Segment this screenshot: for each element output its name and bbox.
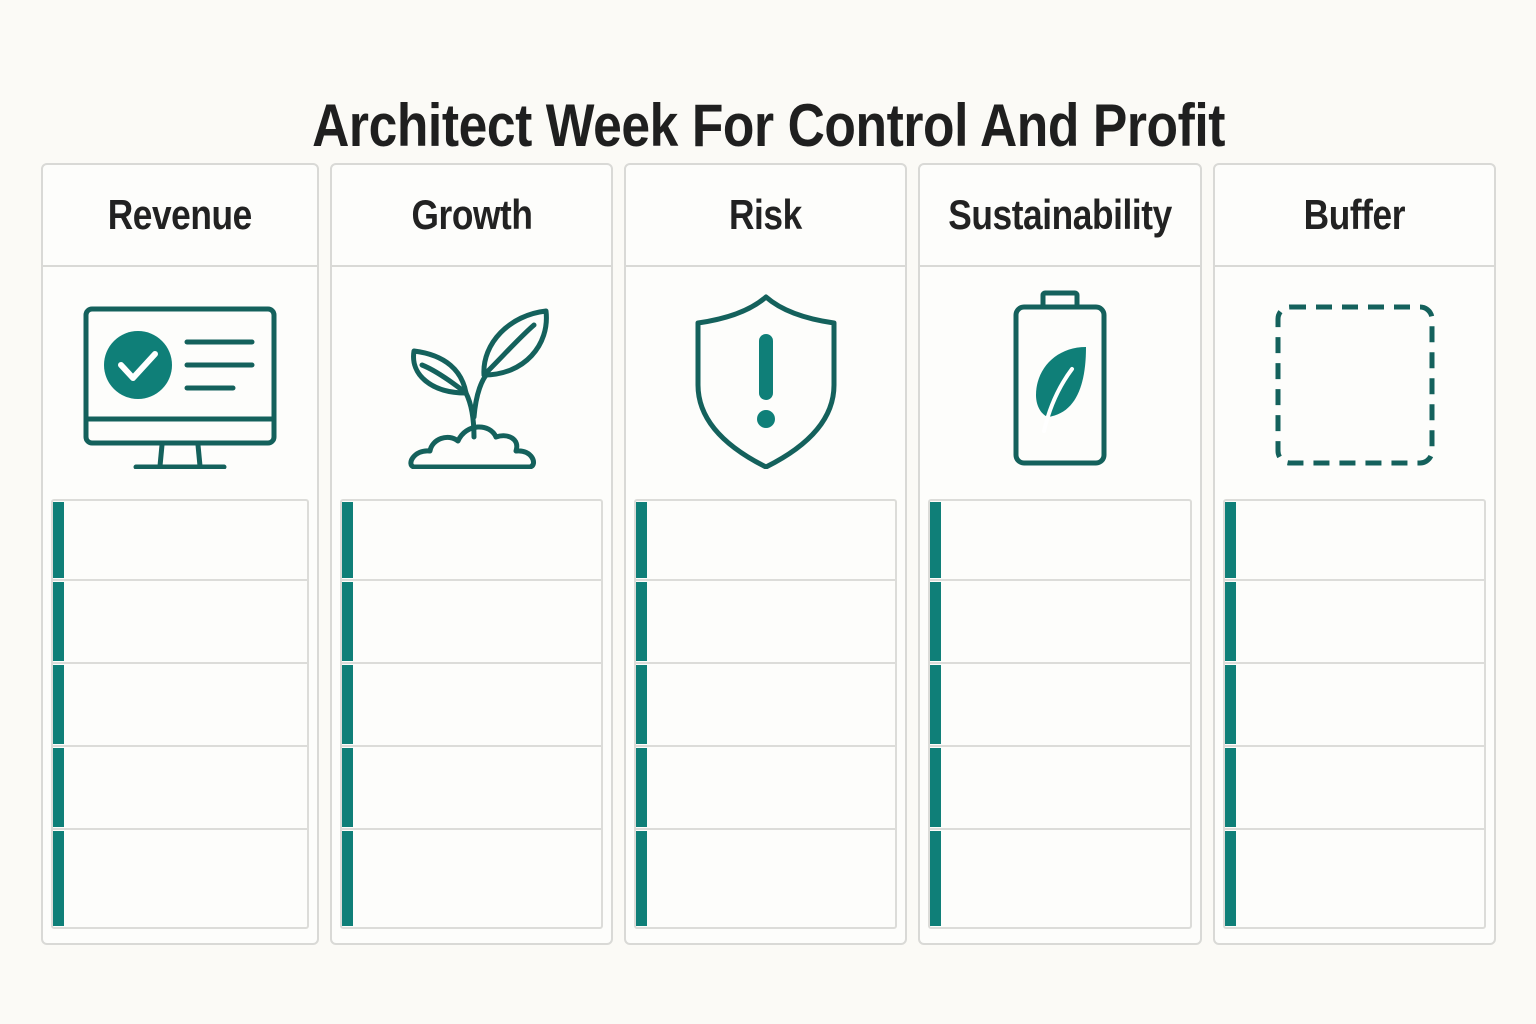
task-slot[interactable]: [1225, 664, 1484, 747]
task-slot[interactable]: [1225, 501, 1484, 581]
column-label: Growth: [411, 191, 532, 238]
shield-alert-icon: [695, 294, 836, 469]
slot-accent-bar: [1225, 665, 1236, 744]
task-slot[interactable]: [930, 581, 1190, 664]
column-buffer: Buffer: [1213, 163, 1496, 945]
task-slot[interactable]: [342, 830, 601, 927]
slot-accent-bar: [1225, 502, 1236, 578]
column-label: Sustainability: [948, 191, 1172, 238]
column-header: Growth: [332, 165, 611, 267]
icon-area: [332, 289, 611, 479]
slot-accent-bar: [636, 748, 647, 827]
column-header: Risk: [626, 165, 905, 267]
slot-accent-bar: [1225, 748, 1236, 827]
slot-accent-bar: [53, 502, 64, 578]
column-label: Buffer: [1303, 191, 1406, 238]
slot-accent-bar: [53, 582, 64, 661]
column-sustainability: Sustainability: [918, 163, 1202, 945]
task-slot[interactable]: [342, 664, 601, 747]
slot-accent-bar: [53, 831, 64, 926]
battery-leaf-icon: [1013, 290, 1107, 466]
slot-accent-bar: [930, 665, 941, 744]
slot-accent-bar: [342, 502, 353, 578]
monitor-checkmark-icon: [83, 306, 277, 469]
page-title: Architect Week For Control And Profit: [312, 92, 1226, 160]
column-header: Sustainability: [920, 165, 1200, 267]
slot-accent-bar: [342, 748, 353, 827]
icon-area: [43, 289, 317, 479]
slot-accent-bar: [636, 665, 647, 744]
task-slot-list: [634, 499, 897, 929]
task-slot[interactable]: [1225, 747, 1484, 830]
icon-area: [920, 289, 1200, 479]
column-risk: Risk: [624, 163, 907, 945]
slot-accent-bar: [53, 748, 64, 827]
task-slot-list: [928, 499, 1192, 929]
task-slot[interactable]: [53, 581, 307, 664]
task-slot[interactable]: [342, 581, 601, 664]
slot-accent-bar: [930, 748, 941, 827]
slot-accent-bar: [1225, 582, 1236, 661]
task-slot[interactable]: [53, 830, 307, 927]
slot-accent-bar: [930, 831, 941, 926]
slot-accent-bar: [930, 502, 941, 578]
task-slot[interactable]: [636, 501, 895, 581]
task-slot-list: [51, 499, 309, 929]
task-slot[interactable]: [930, 830, 1190, 927]
column-header: Buffer: [1215, 165, 1494, 267]
task-slot-list: [1223, 499, 1486, 929]
slot-accent-bar: [636, 831, 647, 926]
task-slot[interactable]: [636, 747, 895, 830]
slot-accent-bar: [1225, 831, 1236, 926]
slot-accent-bar: [342, 582, 353, 661]
slot-accent-bar: [636, 582, 647, 661]
slot-accent-bar: [342, 831, 353, 926]
icon-area: [1215, 289, 1494, 479]
task-slot[interactable]: [1225, 581, 1484, 664]
task-slot[interactable]: [636, 581, 895, 664]
column-revenue: Revenue: [41, 163, 319, 945]
task-slot[interactable]: [930, 501, 1190, 581]
task-slot[interactable]: [53, 747, 307, 830]
task-slot[interactable]: [53, 664, 307, 747]
column-growth: Growth: [330, 163, 613, 945]
task-slot[interactable]: [1225, 830, 1484, 927]
task-slot[interactable]: [636, 664, 895, 747]
task-slot[interactable]: [930, 747, 1190, 830]
column-header: Revenue: [43, 165, 317, 267]
task-slot[interactable]: [636, 830, 895, 927]
task-slot[interactable]: [342, 747, 601, 830]
slot-accent-bar: [53, 665, 64, 744]
slot-accent-bar: [930, 582, 941, 661]
icon-area: [626, 289, 905, 479]
slot-accent-bar: [636, 502, 647, 578]
column-label: Revenue: [107, 191, 253, 238]
dashed-square-icon: [1275, 304, 1434, 466]
task-slot[interactable]: [342, 501, 601, 581]
task-slot-list: [340, 499, 603, 929]
sprout-icon: [407, 308, 549, 469]
task-slot[interactable]: [53, 501, 307, 581]
task-slot[interactable]: [930, 664, 1190, 747]
slot-accent-bar: [342, 665, 353, 744]
column-label: Risk: [729, 191, 802, 238]
